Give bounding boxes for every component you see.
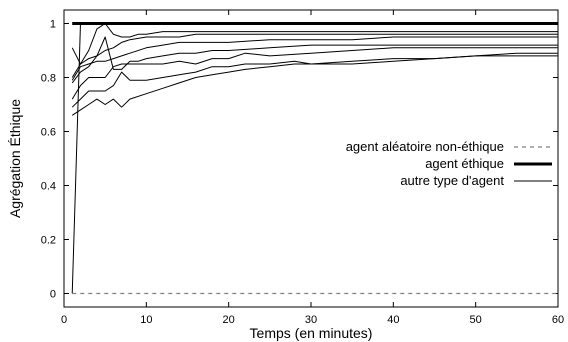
series-line-4 (71, 33, 558, 78)
series-line-6 (71, 36, 558, 84)
y-tick-label: 0 (50, 289, 56, 301)
y-tick-label: 0.6 (41, 127, 56, 139)
series-line-5 (71, 36, 558, 81)
x-tick-label: 40 (387, 314, 399, 326)
series-line-8 (71, 52, 558, 108)
legend: agent aléatoire non-éthique agent éthiqu… (346, 139, 552, 188)
legend-label-ethical: agent éthique (425, 156, 504, 171)
y-axis-title: Agrégation Éthique (7, 99, 23, 218)
x-axis-title: Temps (en minutes) (250, 325, 373, 341)
series-line-3 (71, 23, 558, 65)
axis-tick-labels: 0 10 20 30 40 50 60 0 0.2 0.4 0.6 0.8 1 (41, 19, 564, 327)
y-tick-label: 0.4 (41, 181, 56, 193)
x-tick-label: 30 (305, 314, 317, 326)
y-tick-label: 0.8 (41, 73, 56, 85)
y-tick-label: 0.2 (41, 235, 56, 247)
x-tick-label: 10 (140, 314, 152, 326)
series-layer (71, 22, 558, 295)
axis-ticks (63, 10, 559, 307)
x-tick-label: 0 (61, 314, 67, 326)
series-line-9 (71, 55, 558, 116)
legend-label-other: autre type d'agent (400, 173, 504, 188)
x-tick-label: 60 (552, 314, 564, 326)
x-tick-label: 20 (223, 314, 235, 326)
x-tick-label: 50 (470, 314, 482, 326)
series-line-7 (71, 47, 558, 100)
y-tick-label: 1 (50, 19, 56, 31)
legend-label-non-ethical: agent aléatoire non-éthique (346, 139, 504, 154)
